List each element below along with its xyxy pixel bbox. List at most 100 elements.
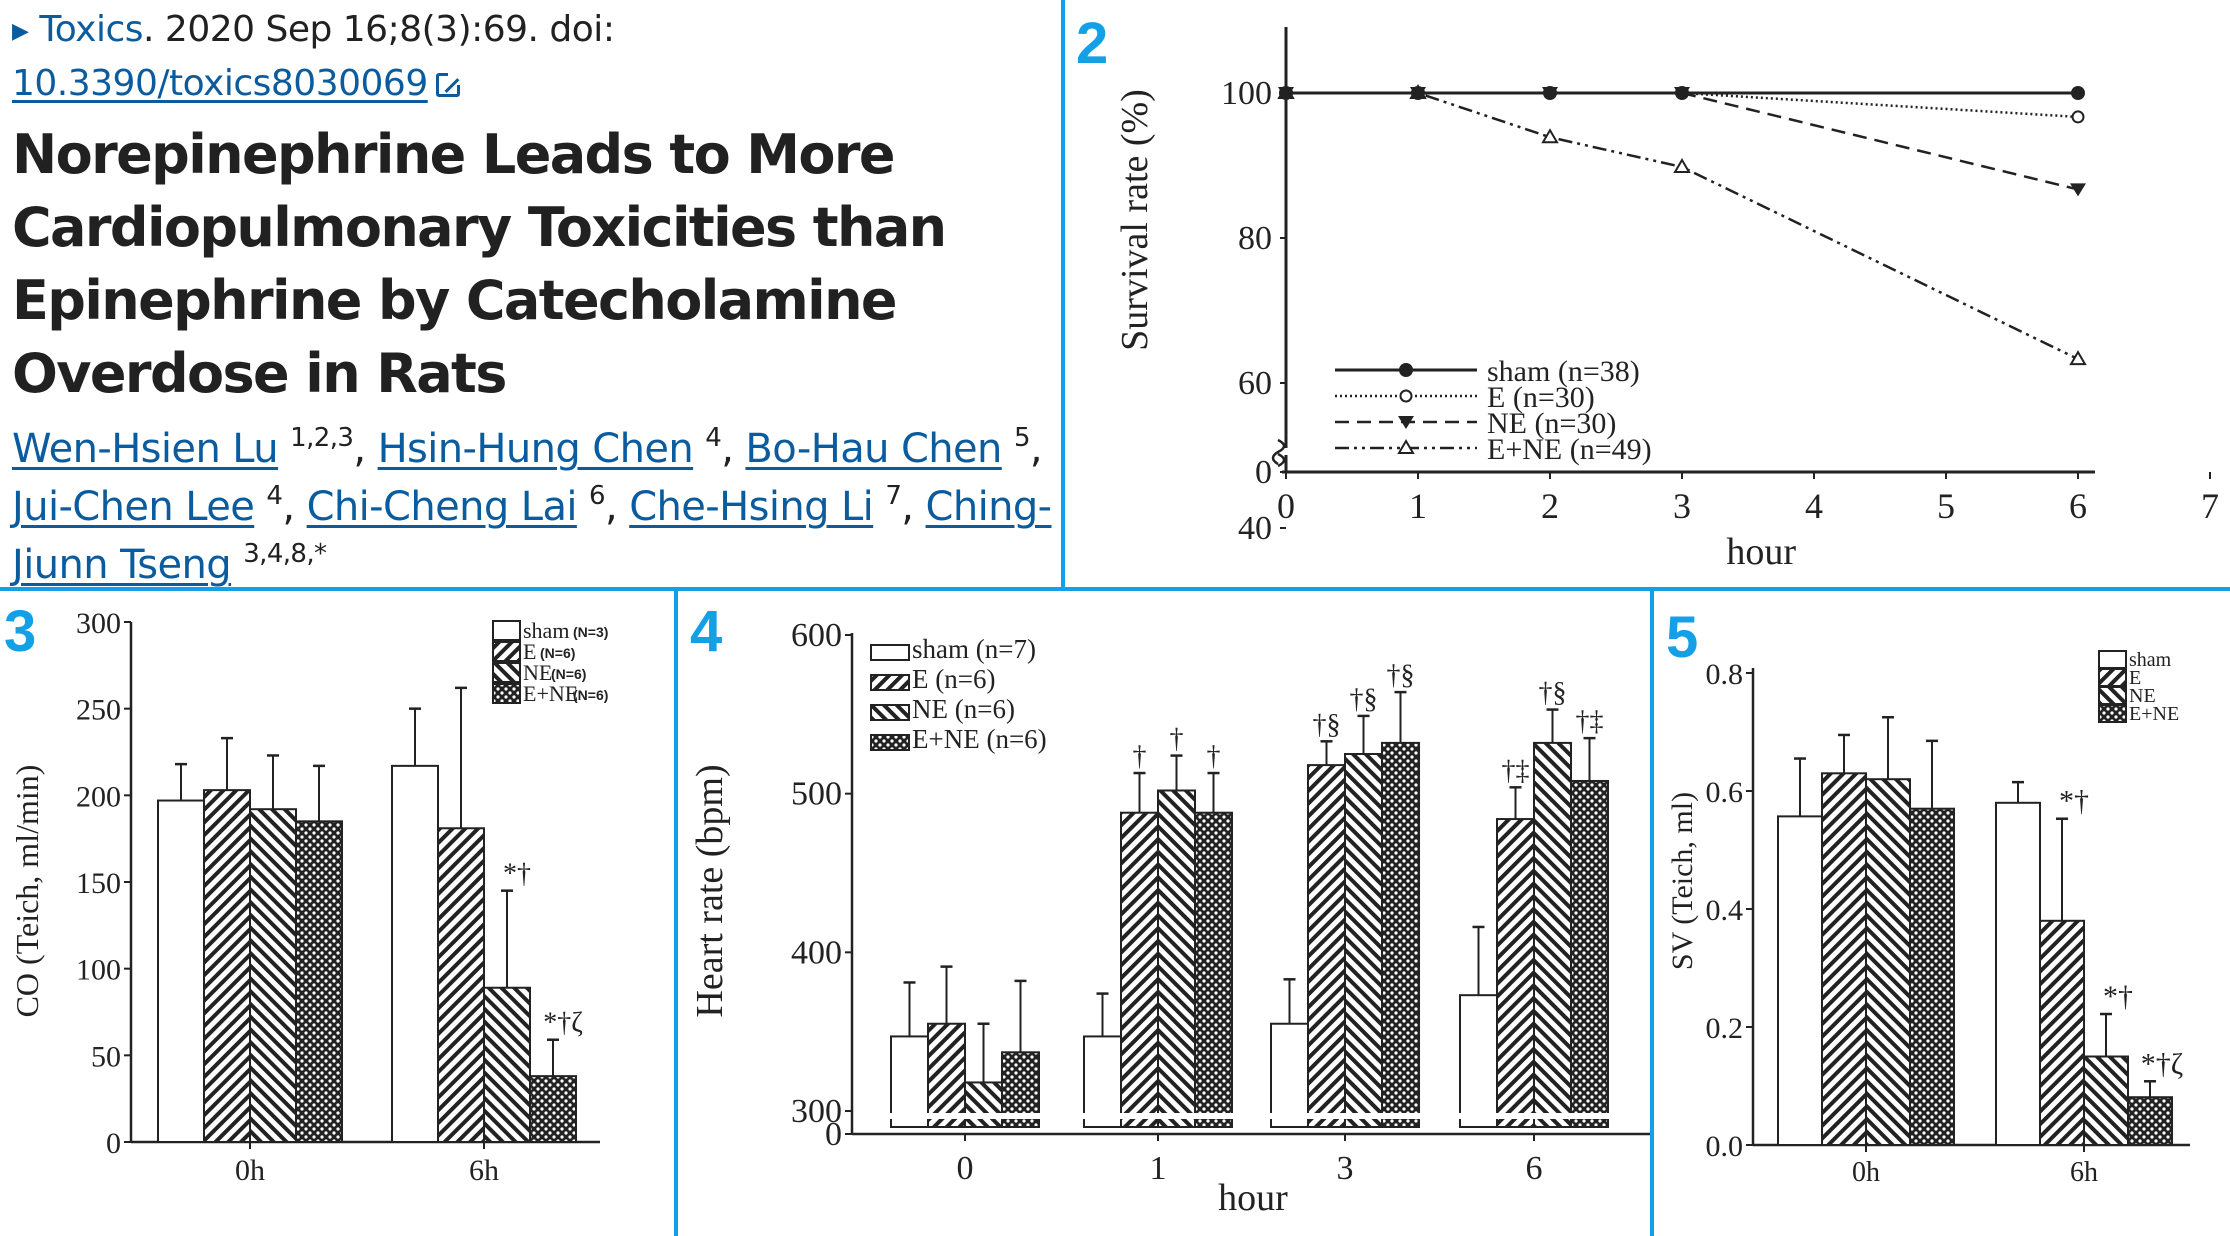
legend-swatch — [2098, 686, 2127, 705]
legend-swatch — [2098, 704, 2127, 723]
doi-link[interactable]: 10.3390/toxics8030069 — [12, 63, 428, 104]
legend-label: E — [523, 639, 536, 664]
author-link[interactable]: Ching-Jiunn Tseng — [12, 484, 1052, 588]
legend-label: NE (n=6) — [912, 694, 1015, 724]
x-tick-label: 0 — [957, 1150, 974, 1187]
axis-break-gap — [1458, 1113, 1499, 1119]
significance-annotation: † — [1133, 741, 1147, 772]
bar — [1083, 1035, 1122, 1128]
citation-details: . 2020 Sep 16;8(3):69. doi: — [143, 9, 615, 50]
y-axis-label: CO (Teich, ml/min) — [9, 765, 45, 1018]
author-link[interactable]: Che-Hsing Li — [629, 484, 874, 530]
author-affiliation: 4 — [266, 481, 283, 511]
x-tick-label: 1 — [1409, 486, 1427, 526]
data-point — [2069, 350, 2087, 366]
panel-number-5: 5 — [1666, 605, 1699, 670]
y-tick-label: 250 — [76, 694, 121, 727]
bar — [964, 1081, 1003, 1129]
stroke-volume-chart: 0.0 0.2 0.4 0.6 0.8 SV (Teich, ml) 0h 6h *† *† *†ζ… — [1666, 649, 2190, 1188]
expand-triangle-icon[interactable]: ▶ — [12, 19, 29, 44]
axis-break-gap — [1082, 1113, 1123, 1119]
legend-label: NE — [523, 660, 552, 685]
legend-label: sham (n=38) — [1487, 355, 1640, 388]
legend-marker — [1397, 439, 1415, 454]
significance-annotation: *† — [2059, 785, 2089, 818]
doi-line: 10.3390/toxics8030069 — [12, 58, 1052, 110]
legend-label: E+NE (n=6) — [912, 724, 1047, 754]
axis-break-gap — [1532, 1113, 1573, 1119]
legend-swatch — [2098, 650, 2127, 669]
bar — [2083, 1055, 2129, 1146]
axis-break-gap — [1119, 1113, 1160, 1119]
bar — [890, 1035, 929, 1128]
divider-vertical-top — [1061, 0, 1065, 591]
axis-break-gap — [1569, 1113, 1610, 1119]
author-affiliation: 6 — [589, 481, 606, 511]
significance-annotation: †§ — [1350, 684, 1378, 715]
axis-break-gap — [1269, 1113, 1310, 1119]
y-tick-label: 0 — [106, 1127, 121, 1160]
y-tick-label: 100 — [1221, 75, 1272, 112]
y-tick-label: 40 — [1238, 510, 1272, 547]
bar — [437, 827, 485, 1143]
author-link[interactable]: Hsin-Hung Chen — [377, 426, 694, 472]
legend-n-label: (N=6) — [540, 645, 575, 661]
axis-break-gap — [1380, 1113, 1421, 1119]
y-tick-label: 0.8 — [1706, 658, 1744, 691]
x-tick-label: 2 — [1541, 486, 1559, 526]
citation-source: ▶ Toxics. 2020 Sep 16;8(3):69. doi: — [12, 4, 1052, 58]
y-tick-label: 300 — [76, 607, 121, 640]
y-tick-label: 0.0 — [1706, 1130, 1744, 1163]
author-link[interactable]: Jui-Chen Lee — [12, 484, 255, 530]
data-point — [2071, 110, 2085, 124]
bar — [1344, 753, 1383, 1128]
legend-label: E+NE — [2129, 703, 2179, 725]
y-axis-label: SV (Teich, ml) — [1666, 792, 1699, 970]
axis-break-gap — [1306, 1113, 1347, 1119]
x-tick-label: 3 — [1673, 486, 1691, 526]
legend-label: E+NE — [523, 681, 578, 706]
legend-marker — [1398, 416, 1414, 429]
divider-vertical-bottom-right — [1650, 589, 1654, 1236]
bar — [1995, 801, 2041, 1147]
legend-label: sham (n=7) — [912, 634, 1036, 664]
x-tick-label: 3 — [1337, 1150, 1354, 1187]
author-link[interactable]: Wen-Hsien Lu — [12, 426, 279, 472]
author-link[interactable]: Bo-Hau Chen — [745, 426, 1002, 472]
x-tick-label: 0 — [1277, 486, 1295, 526]
y-axis-label: Survival rate (%) — [1114, 89, 1156, 351]
author-list: Wen-Hsien Lu 1,2,3, Hsin-Hung Chen 4, Bo… — [12, 423, 1052, 588]
legend-swatch — [492, 662, 521, 683]
y-tick-label: 0 — [825, 1116, 842, 1153]
y-tick-label: 600 — [791, 617, 842, 654]
bar — [1821, 772, 1867, 1147]
journal-link[interactable]: Toxics — [39, 9, 144, 50]
data-point — [2071, 86, 2085, 100]
series-line-3 — [1286, 91, 2079, 361]
panel-number-2: 2 — [1076, 11, 1109, 76]
data-point — [1673, 157, 1691, 173]
legend-label: sham — [2129, 649, 2172, 671]
data-point — [1279, 86, 1293, 100]
bar — [249, 808, 297, 1143]
data-point — [1675, 86, 1689, 100]
significance-annotation: †‡ — [1576, 706, 1604, 737]
y-tick-label: 300 — [791, 1093, 842, 1130]
legend-marker — [1399, 363, 1413, 377]
y-tick-label: 60 — [1238, 365, 1272, 402]
divider-horizontal — [0, 587, 2230, 591]
external-link-icon[interactable] — [435, 71, 462, 97]
author-link[interactable]: Chi-Cheng Lai — [306, 484, 578, 530]
x-tick-label: 6 — [1526, 1150, 1543, 1187]
data-point — [2070, 183, 2086, 197]
data-point — [1543, 86, 1557, 100]
axis-break-gap — [889, 1113, 930, 1119]
x-axis-label: hour — [1726, 531, 1796, 573]
y-tick-label: 500 — [791, 776, 842, 813]
legend-swatch — [870, 734, 910, 751]
bar — [529, 1075, 577, 1143]
y-tick-label: 0.4 — [1706, 894, 1744, 927]
bar — [1157, 789, 1196, 1128]
significance-annotation: † — [1207, 741, 1221, 772]
x-tick-label: 0h — [235, 1154, 265, 1187]
